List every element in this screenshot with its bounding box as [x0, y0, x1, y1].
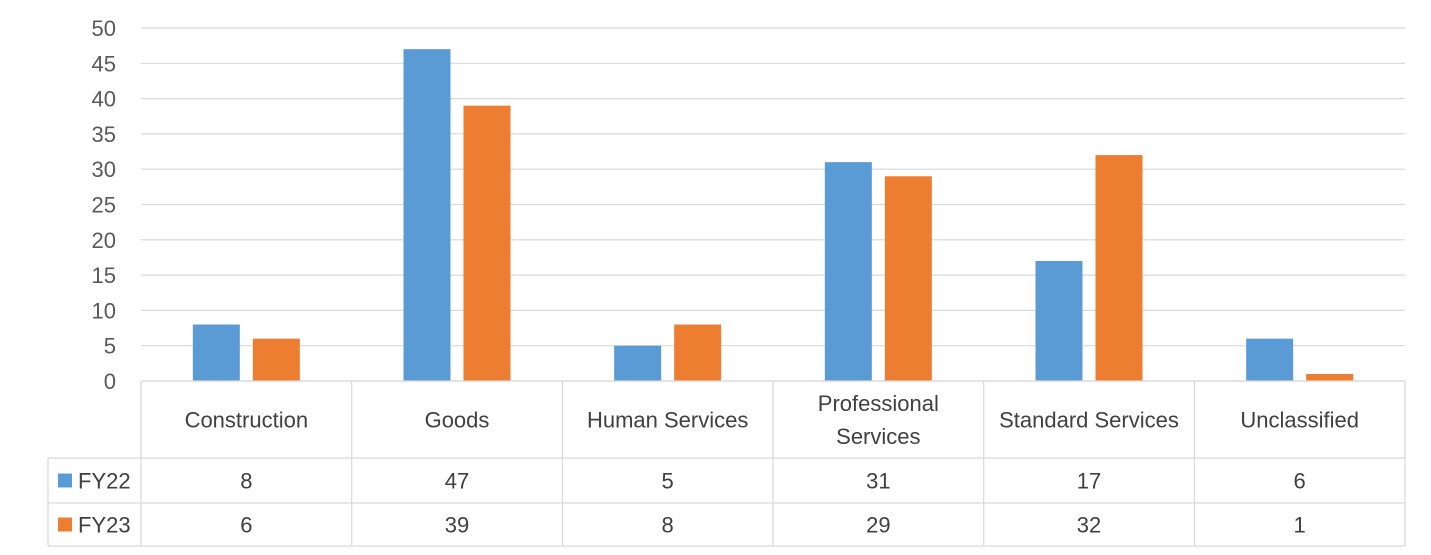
table-value: 8: [662, 513, 674, 538]
y-tick-label: 45: [92, 51, 116, 76]
bar-fy23: [674, 324, 722, 381]
y-tick-label: 5: [104, 334, 116, 359]
y-tick-label: 35: [92, 122, 116, 147]
y-tick-label: 25: [92, 193, 116, 218]
bar-fy22: [1246, 338, 1294, 381]
bar-fy23: [884, 176, 932, 381]
table-value: 1: [1294, 513, 1306, 538]
table-value: 17: [1077, 469, 1101, 494]
y-axis-ticks: 0 5 10 15 20 25 30 35 40 45 50: [92, 16, 116, 394]
table-value: 47: [445, 469, 469, 494]
legend-label: FY23: [78, 513, 131, 538]
bar-fy23: [252, 338, 300, 381]
y-tick-label: 0: [104, 369, 116, 394]
legend-label: FY22: [78, 469, 131, 494]
category-label: Human Services: [587, 408, 748, 433]
y-tick-label: 30: [92, 157, 116, 182]
table-value: 6: [1294, 469, 1306, 494]
legend-key-fy23: [58, 517, 72, 532]
category-label: Construction: [185, 408, 309, 433]
y-tick-label: 15: [92, 263, 116, 288]
bar-fy22: [824, 162, 872, 381]
bars: [192, 49, 1354, 382]
y-tick-label: 50: [92, 16, 116, 41]
bar-fy23: [1306, 373, 1354, 381]
bar-fy23: [1095, 155, 1143, 381]
category-label: Professional: [818, 391, 939, 416]
bar-fy22: [192, 324, 240, 381]
bar-fy22: [1035, 260, 1083, 381]
table-value: 8: [240, 469, 252, 494]
y-tick-label: 20: [92, 228, 116, 253]
bar-fy22: [403, 49, 451, 382]
table-value: 32: [1077, 513, 1101, 538]
table-value: 31: [866, 469, 890, 494]
bar-fy22: [614, 345, 662, 381]
table-value: 29: [866, 513, 890, 538]
data-table: Construction Goods Human Services Professio…: [47, 380, 1406, 547]
category-label: Goods: [425, 408, 490, 433]
table-value: 39: [445, 513, 469, 538]
legend-key-fy22: [58, 473, 72, 488]
gridlines: [141, 27, 1405, 382]
category-label: Services: [836, 424, 920, 449]
table-value: 6: [240, 513, 252, 538]
y-tick-label: 40: [92, 87, 116, 112]
y-tick-label: 10: [92, 298, 116, 323]
category-label: Unclassified: [1240, 408, 1359, 433]
category-label: Standard Services: [999, 408, 1179, 433]
table-value: 5: [662, 469, 674, 494]
bar-fy23: [463, 105, 511, 381]
